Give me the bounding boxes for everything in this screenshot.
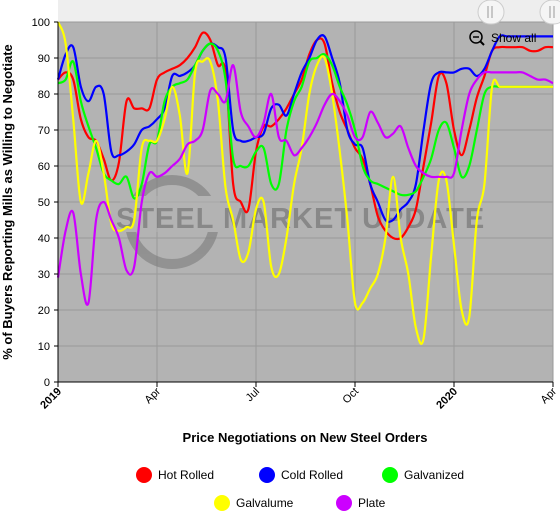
legend-swatch: [214, 495, 230, 511]
x-tick-label: Jul: [244, 386, 262, 404]
legend-swatch: [336, 495, 352, 511]
legend-item-cold-rolled[interactable]: Cold Rolled: [259, 467, 343, 483]
series-line-galvanized[interactable]: [57, 42, 553, 200]
legend-item-galvalume[interactable]: Galvalume: [214, 495, 294, 511]
y-tick-label: 20: [38, 305, 50, 317]
series-line-plate[interactable]: [56, 64, 554, 306]
y-tick-label: 0: [44, 377, 50, 389]
y-tick-label: 70: [38, 125, 50, 137]
legend-swatch: [382, 467, 398, 483]
x-tick-label: Apr: [539, 385, 560, 406]
legend-item-hot-rolled[interactable]: Hot Rolled: [136, 467, 214, 483]
show-all-label: Show all: [491, 31, 536, 45]
y-tick-label: 50: [38, 197, 50, 209]
y-tick-label: 90: [38, 53, 50, 65]
show-all-button[interactable]: Show all: [466, 28, 544, 48]
y-tick-label: 10: [38, 341, 50, 353]
legend-item-galvanized[interactable]: Galvanized: [382, 467, 464, 483]
zoom-out-icon: [469, 30, 485, 46]
x-axis-title: Price Negotiations on New Steel Orders: [183, 430, 428, 445]
legend-label: Galvalume: [236, 496, 294, 510]
y-tick-label: 40: [38, 233, 50, 245]
y-tick-label: 30: [38, 269, 50, 281]
range-handle-left[interactable]: [477, 0, 505, 25]
legend-label: Galvanized: [404, 468, 464, 482]
y-axis-title: % of Buyers Reporting Mills as Willing t…: [0, 44, 15, 360]
watermark: STEEL MARKET UPDATE: [116, 175, 485, 269]
y-tick-label: 80: [38, 89, 50, 101]
range-handle-right[interactable]: [539, 0, 560, 25]
x-tick-label: Oct: [341, 386, 362, 407]
legend-swatch: [136, 467, 152, 483]
legend-label: Plate: [358, 496, 386, 510]
legend-label: Cold Rolled: [281, 468, 343, 482]
y-tick-label: 100: [32, 17, 50, 29]
watermark-text: STEEL MARKET UPDATE: [116, 203, 485, 235]
y-axis: 0 10 20 30 40 50 60 70 80 90 100: [32, 17, 58, 389]
series-line-hot-rolled[interactable]: [57, 31, 554, 241]
legend: Hot Rolled Cold Rolled Galvanized Galvalume…: [136, 467, 464, 511]
x-tick-label: 2019: [38, 386, 64, 412]
series-line-galvalume[interactable]: [56, 21, 553, 345]
x-tick-label: Apr: [143, 385, 164, 406]
series-layer: [56, 21, 554, 345]
y-tick-label: 60: [38, 161, 50, 173]
series-line-cold-rolled[interactable]: [56, 34, 553, 223]
plot-top-band: [58, 0, 553, 22]
legend-label: Hot Rolled: [158, 468, 214, 482]
legend-swatch: [259, 467, 275, 483]
x-tick-label: 2020: [434, 386, 460, 412]
x-axis: 2019 Apr Jul Oct 2020 Apr: [38, 382, 559, 411]
legend-item-plate[interactable]: Plate: [336, 495, 386, 511]
